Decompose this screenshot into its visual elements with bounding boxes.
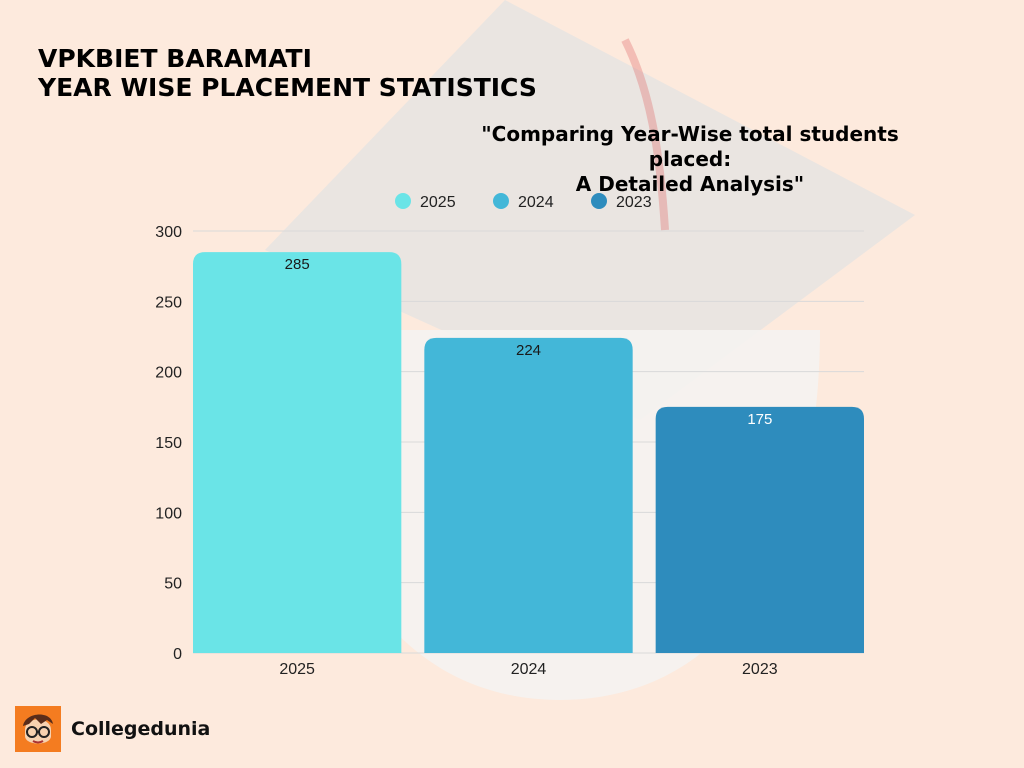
chart-title: "Comparing Year-Wise total students plac… [440, 122, 940, 197]
x-tick-label: 2024 [511, 661, 547, 678]
brand-name: Collegedunia [71, 718, 211, 740]
bar-2024 [424, 337, 633, 653]
x-tick-label: 2023 [742, 661, 778, 678]
y-tick-label: 250 [155, 294, 182, 311]
legend-swatch [493, 193, 509, 209]
y-tick-label: 0 [173, 646, 182, 663]
legend-label: 2023 [616, 194, 652, 211]
bar-2023 [655, 406, 864, 653]
graduation-cap-watermark [265, 0, 915, 420]
legend-label: 2024 [518, 194, 554, 211]
data-label: 175 [747, 411, 772, 428]
bar-2025 [193, 252, 402, 653]
chart-title-line1: "Comparing Year-Wise total students plac… [481, 122, 899, 171]
data-label: 224 [516, 342, 541, 359]
page-title-line2: YEAR WISE PLACEMENT STATISTICS [38, 73, 537, 102]
data-label: 285 [285, 256, 310, 273]
x-tick-label: 2025 [279, 661, 315, 678]
brand[interactable]: Collegedunia [15, 706, 210, 752]
legend-swatch [395, 193, 411, 209]
y-tick-label: 300 [155, 224, 182, 241]
page-title: VPKBIET BARAMATI YEAR WISE PLACEMENT STA… [38, 44, 537, 102]
y-tick-label: 150 [155, 435, 182, 452]
student-avatar-icon [15, 706, 61, 752]
legend-label: 2025 [420, 194, 456, 211]
page-title-line1: VPKBIET BARAMATI [38, 44, 312, 73]
chart-title-line2: A Detailed Analysis" [575, 172, 805, 196]
tassel-watermark [621, 38, 669, 231]
legend-swatch [591, 193, 607, 209]
y-tick-label: 50 [164, 576, 182, 593]
y-tick-label: 200 [155, 365, 182, 382]
y-tick-label: 100 [155, 505, 182, 522]
